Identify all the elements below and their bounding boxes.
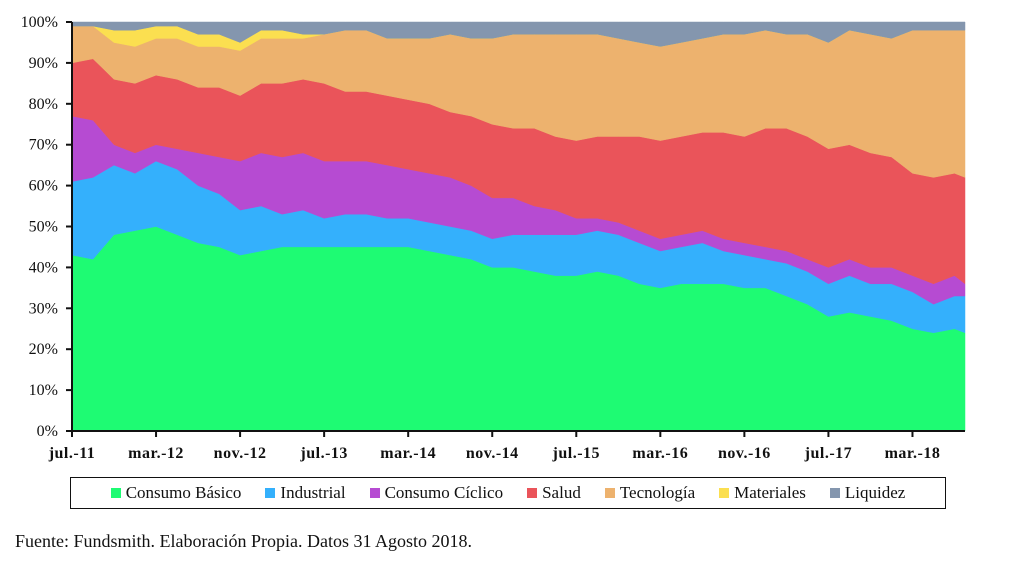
x-tick-label: jul.-15 <box>552 445 601 462</box>
legend-swatch <box>604 488 615 498</box>
x-tick-label: mar.-14 <box>380 445 436 462</box>
legend-item: Industrial <box>265 483 346 503</box>
y-ticks-group: 0% 10% 20% 30% 40% 50% 60% 70% 80% 90% 100% <box>21 14 72 440</box>
x-tick-label: jul.-17 <box>804 445 853 462</box>
chart-legend: Consumo Básico Industrial Consumo Cíclico S… <box>70 477 946 509</box>
legend-item: Salud <box>527 483 581 503</box>
y-tick-label: 90% <box>29 55 58 72</box>
legend-label: Salud <box>542 483 581 502</box>
x-tick-label: nov.-12 <box>214 445 267 462</box>
y-tick-label: 60% <box>29 178 58 195</box>
y-tick-label: 40% <box>29 259 58 276</box>
x-tick-label: nov.-16 <box>718 445 771 462</box>
y-tick-label: 100% <box>21 14 58 31</box>
y-tick-label: 70% <box>29 137 58 154</box>
legend-item: Liquidez <box>829 483 906 503</box>
legend-swatch <box>110 488 121 498</box>
x-tick-label: jul.-13 <box>299 445 348 462</box>
x-tick-label: mar.-18 <box>885 445 941 462</box>
x-tick-label: mar.-16 <box>632 445 688 462</box>
x-tick-label: nov.-14 <box>466 445 519 462</box>
legend-swatch <box>265 488 276 498</box>
y-tick-label: 10% <box>29 382 58 399</box>
legend-item: Consumo Básico <box>110 483 242 503</box>
legend-swatch <box>369 488 380 498</box>
legend-item: Materiales <box>719 483 806 503</box>
legend-item: Consumo Cíclico <box>369 483 504 503</box>
legend-swatch <box>719 488 730 498</box>
y-tick-label: 20% <box>29 341 58 358</box>
y-tick-label: 50% <box>29 219 58 236</box>
x-tick-label: mar.-12 <box>128 445 184 462</box>
legend-label: Industrial <box>280 483 346 502</box>
legend-label: Liquidez <box>844 483 906 502</box>
y-tick-label: 0% <box>37 423 58 440</box>
source-caption: Fuente: Fundsmith. Elaboración Propia. D… <box>15 531 472 551</box>
stacked-area-chart: 0% 10% 20% 30% 40% 50% 60% 70% 80% 90% 100% jul.-1… <box>21 14 966 462</box>
legend-label: Tecnología <box>619 483 696 502</box>
x-tick-label: jul.-11 <box>48 445 96 462</box>
y-tick-label: 80% <box>29 96 58 113</box>
legend-label: Consumo Básico <box>125 483 242 502</box>
legend-item: Tecnología <box>604 483 696 503</box>
legend-label: Materiales <box>734 483 806 502</box>
x-ticks-group: jul.-11 mar.-12 nov.-12 jul.-13 mar.-14 nov.-… <box>48 431 941 462</box>
area-liquidez <box>71 21 966 47</box>
legend-swatch <box>527 488 538 498</box>
legend-swatch <box>829 488 840 498</box>
area-series-group <box>71 21 966 432</box>
legend-label: Consumo Cíclico <box>384 483 504 502</box>
y-tick-label: 30% <box>29 300 58 317</box>
